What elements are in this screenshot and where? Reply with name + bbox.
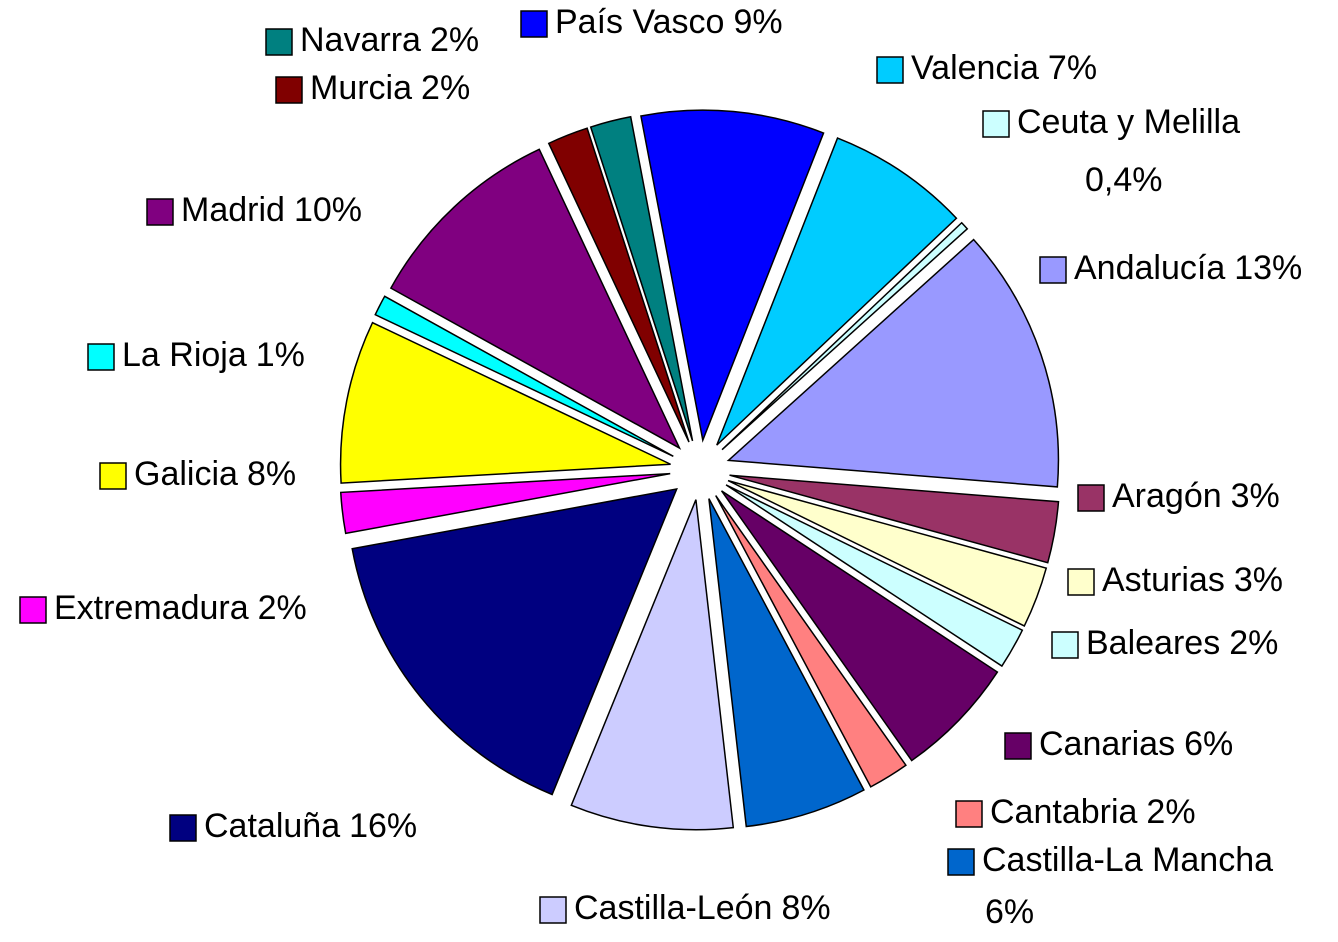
- slice-label: Madrid: [181, 191, 285, 229]
- slice-label: La Rioja: [122, 336, 247, 374]
- legend-swatch: [1077, 484, 1105, 512]
- pie-slice: [727, 479, 1048, 627]
- slice-label: Ceuta y Melilla: [1017, 103, 1240, 141]
- legend-swatch: [520, 10, 548, 38]
- legend-swatch: [1051, 631, 1079, 659]
- slice-label: Extremadura: [54, 589, 249, 627]
- slice-value-label: 2%: [430, 21, 479, 59]
- legend-swatch: [99, 462, 127, 490]
- pie-slice: [708, 498, 865, 828]
- pie-slice: [715, 495, 907, 788]
- slice-value-label: 16%: [349, 807, 417, 845]
- legend-swatch: [955, 800, 983, 828]
- slice-label: Canarias: [1039, 725, 1175, 763]
- legend-swatch: [19, 596, 47, 624]
- legend-swatch: [539, 896, 567, 924]
- pie-slice: [547, 127, 690, 443]
- pie-slice: [729, 474, 1060, 564]
- slice-label: Castilla-La Mancha: [982, 841, 1273, 879]
- legend-swatch: [947, 848, 975, 876]
- slice-value-label: 0,4%: [1085, 161, 1163, 199]
- pie-slice: [716, 137, 958, 446]
- pie-slice: [374, 295, 674, 457]
- pie-slice: [725, 484, 1024, 668]
- slice-value-label: 10%: [294, 191, 362, 229]
- pie-slice: [339, 472, 671, 535]
- pie-slice: [589, 115, 694, 442]
- slice-value-label: 8%: [247, 455, 296, 493]
- legend-swatch: [982, 110, 1010, 138]
- slice-label: Andalucía: [1074, 249, 1225, 287]
- pie-slice: [720, 490, 999, 762]
- slice-label: Cantabria: [990, 793, 1138, 831]
- slice-value-label: 7%: [1048, 49, 1097, 87]
- slice-label: Castilla-León: [574, 889, 772, 927]
- pie-slice: [570, 499, 735, 831]
- pie-slice: [389, 148, 682, 450]
- slice-value-label: 9%: [733, 3, 782, 41]
- slice-value-label: 3%: [1231, 477, 1280, 515]
- slice-label: Aragón: [1112, 477, 1222, 515]
- slice-value-label: 3%: [1234, 561, 1283, 599]
- legend-swatch: [1004, 732, 1032, 760]
- slice-label: Navarra: [300, 21, 421, 59]
- legend-swatch: [275, 76, 303, 104]
- slice-label: Asturias: [1102, 561, 1225, 599]
- legend-swatch: [876, 56, 904, 84]
- pie-slice: [640, 109, 825, 443]
- legend-swatch: [265, 28, 293, 56]
- legend-swatch: [1067, 568, 1095, 596]
- pie-slice: [351, 487, 678, 796]
- slice-value-label: 2%: [1229, 624, 1278, 662]
- slice-value-label: 2%: [258, 589, 307, 627]
- slice-value-label: 1%: [256, 336, 305, 374]
- slice-label: Valencia: [911, 49, 1039, 87]
- slice-label: Murcia: [310, 69, 412, 107]
- slice-value-label: 2%: [1146, 793, 1195, 831]
- pie-slice: [726, 238, 1060, 488]
- legend-swatch: [1039, 256, 1067, 284]
- slice-value-label: 13%: [1234, 249, 1302, 287]
- slice-label: País Vasco: [555, 3, 724, 41]
- slice-label: Galicia: [134, 455, 238, 493]
- slice-label: Cataluña: [204, 807, 340, 845]
- pie-slice: [721, 221, 969, 451]
- slice-value-label: 6%: [1184, 725, 1233, 763]
- slice-value-label: 6%: [985, 893, 1034, 931]
- slice-label: Baleares: [1086, 624, 1220, 662]
- slice-value-label: 2%: [421, 69, 470, 107]
- slice-value-label: 8%: [781, 889, 830, 927]
- pie-slice: [339, 321, 671, 484]
- legend-swatch: [87, 343, 115, 371]
- legend-swatch: [169, 814, 197, 842]
- legend-swatch: [146, 198, 174, 226]
